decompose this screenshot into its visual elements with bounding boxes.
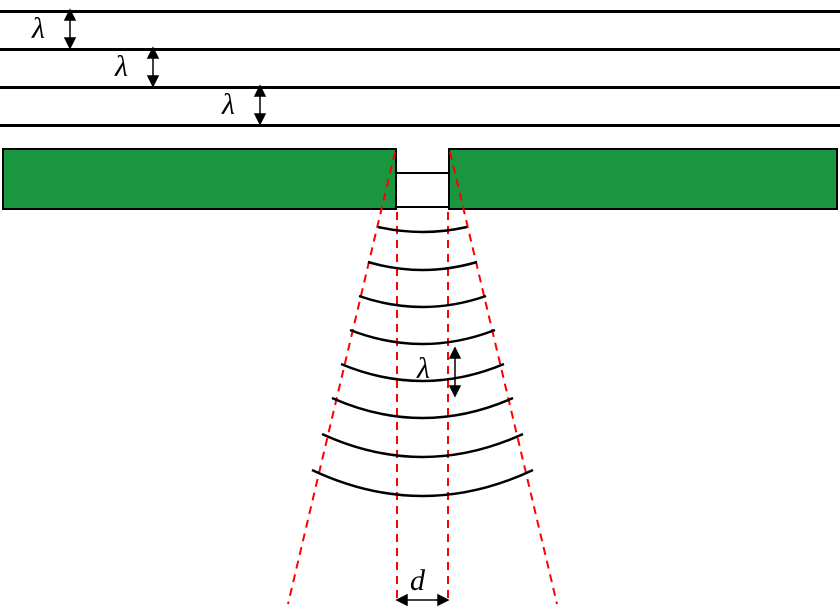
slit-wave-1: [397, 172, 448, 174]
barrier-right: [448, 148, 838, 210]
incident-wave-1: [0, 10, 840, 13]
lambda-label-3: λ: [222, 88, 235, 122]
slit-wave-2: [397, 206, 448, 208]
diffraction-diagram: λ λ λ λ d: [0, 0, 840, 611]
incident-wave-3: [0, 86, 840, 89]
lambda-label-2: λ: [115, 50, 128, 84]
barrier-left: [2, 148, 397, 210]
lambda-label-1: λ: [32, 12, 45, 46]
lambda-label-4: λ: [417, 352, 430, 386]
diagram-svg: [0, 0, 840, 611]
incident-wave-4: [0, 124, 840, 127]
cone-line-left: [288, 152, 395, 604]
d-label: d: [410, 564, 425, 598]
cone-line-right: [450, 152, 557, 604]
